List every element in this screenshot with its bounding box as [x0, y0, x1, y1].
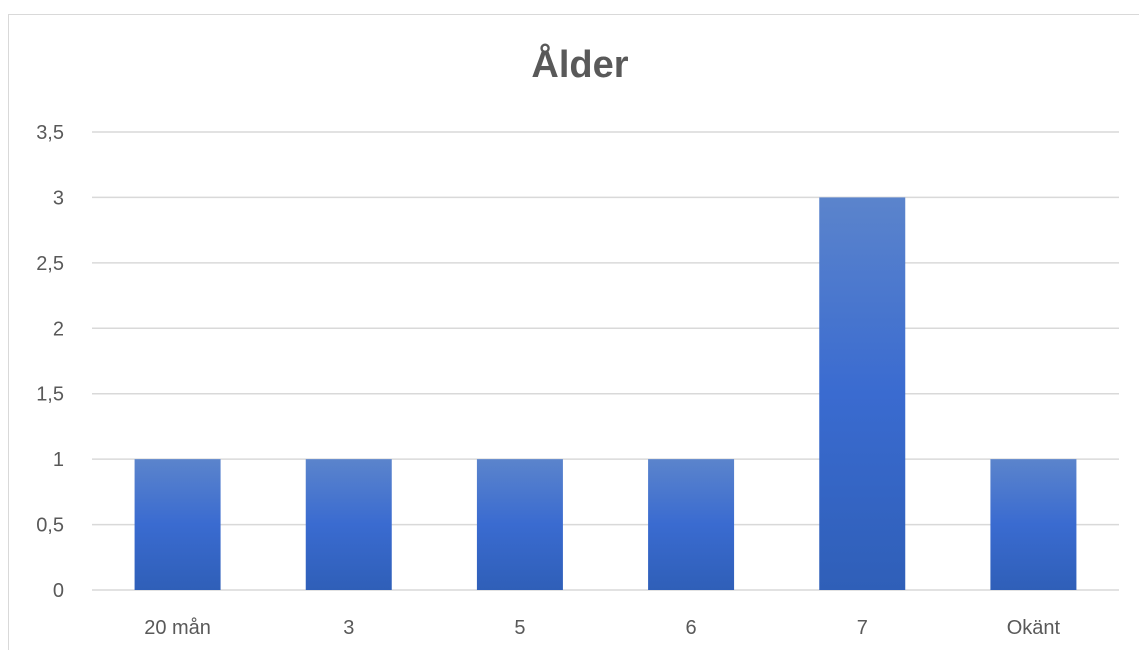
bars	[134, 197, 1077, 590]
x-tick-label: 7	[857, 617, 868, 639]
bar	[819, 197, 906, 590]
y-axis-ticks: 0 0,5 1 1,5 2 2,5 3 3,5	[36, 122, 64, 602]
x-tick-label: 5	[514, 617, 525, 639]
bar	[648, 459, 735, 590]
chart-title: Ålder	[531, 44, 629, 86]
y-tick-label: 0	[53, 580, 64, 602]
y-tick-label: 1,5	[36, 384, 64, 406]
bar	[990, 459, 1077, 590]
bar	[305, 459, 392, 590]
x-tick-label: Okänt	[1007, 617, 1061, 639]
y-tick-label: 2	[53, 318, 64, 340]
y-tick-label: 0,5	[36, 515, 64, 537]
bar	[476, 459, 563, 590]
x-axis-ticks: 20 mån 3 5 6 7 Okänt	[144, 617, 1060, 639]
x-tick-label: 20 mån	[144, 617, 211, 639]
y-tick-label: 1	[53, 449, 64, 471]
y-tick-label: 3	[53, 187, 64, 209]
x-tick-label: 3	[343, 617, 354, 639]
y-tick-label: 3,5	[36, 122, 64, 144]
x-tick-label: 6	[686, 617, 697, 639]
bar	[134, 459, 221, 590]
gridlines	[92, 131, 1119, 591]
y-tick-label: 2,5	[36, 253, 64, 275]
